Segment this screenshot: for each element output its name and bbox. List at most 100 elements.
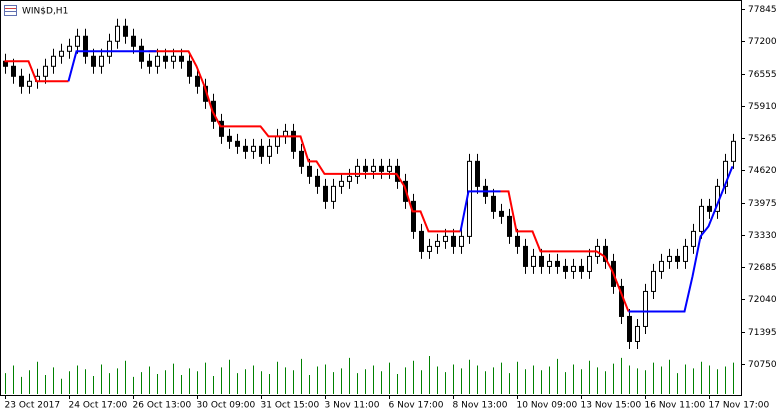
x-tick-label: 10 Nov 09:00 xyxy=(517,401,578,411)
candle-body xyxy=(451,235,456,247)
candle-body xyxy=(499,210,504,217)
candle-body xyxy=(107,40,112,57)
x-tick-label: 26 Oct 13:00 xyxy=(133,401,192,411)
candle-body xyxy=(267,145,272,157)
candle-body xyxy=(643,290,648,327)
candle-body xyxy=(667,255,672,262)
candle-body xyxy=(515,235,520,247)
candle-body xyxy=(675,255,680,262)
candle-body xyxy=(507,215,512,237)
candle-body xyxy=(99,55,104,67)
candle-body xyxy=(11,65,16,77)
candle-body xyxy=(555,260,560,267)
candle-body xyxy=(339,180,344,187)
icon-frame xyxy=(4,5,17,16)
candle-body xyxy=(171,55,176,62)
candle-body xyxy=(699,205,704,232)
candle-body xyxy=(227,135,232,142)
candle-body xyxy=(435,240,440,247)
indicator-line xyxy=(4,50,630,312)
x-tick-label: 31 Oct 15:00 xyxy=(261,401,320,411)
x-tick-label: 17 Nov 17:00 xyxy=(709,401,770,411)
candle-body xyxy=(707,205,712,212)
candle-body xyxy=(75,35,80,47)
candle-body xyxy=(251,145,256,152)
candle-body xyxy=(459,235,464,247)
candle-body xyxy=(347,175,352,182)
y-tick-label: 77845 xyxy=(748,5,777,15)
candle-body xyxy=(427,245,432,252)
candle-body xyxy=(275,135,280,147)
title-icon xyxy=(4,5,17,16)
candle-body xyxy=(603,245,608,262)
y-tick-label: 77200 xyxy=(748,37,777,47)
candle-body xyxy=(91,55,96,67)
x-tick-label: 8 Nov 13:00 xyxy=(453,401,508,411)
x-tick-label: 6 Nov 17:00 xyxy=(389,401,444,411)
candle-body xyxy=(147,60,152,67)
y-tick-label: 72685 xyxy=(748,263,777,273)
candle-body xyxy=(579,265,584,272)
y-tick-label: 75265 xyxy=(748,134,777,144)
candle-body xyxy=(683,245,688,262)
x-tick-label: 3 Nov 11:00 xyxy=(325,401,380,411)
candle-body xyxy=(259,145,264,157)
candle-body xyxy=(195,75,200,87)
candle-body xyxy=(571,265,576,272)
x-tick-label: 30 Oct 09:00 xyxy=(197,401,256,411)
candle-body xyxy=(651,270,656,292)
candle-body xyxy=(235,140,240,147)
candle-body xyxy=(491,195,496,212)
y-tick-label: 73330 xyxy=(748,231,777,241)
y-tick-label: 74620 xyxy=(748,166,777,176)
x-tick-label: 13 Nov 15:00 xyxy=(581,401,642,411)
candle-body xyxy=(563,265,568,272)
y-tick-label: 73975 xyxy=(748,199,777,209)
chart-title: WIN$D,H1 xyxy=(22,7,68,17)
candle-body xyxy=(475,160,480,187)
candle-body xyxy=(179,55,184,62)
candle-body xyxy=(59,50,64,57)
x-tick-label: 23 Oct 2017 xyxy=(5,401,61,411)
candle-body xyxy=(539,255,544,267)
y-tick-label: 72040 xyxy=(748,295,777,305)
candle-body xyxy=(659,260,664,272)
candle-body xyxy=(387,165,392,172)
y-tick-label: 76555 xyxy=(748,70,777,80)
candle-body xyxy=(243,145,248,152)
candle-body xyxy=(139,45,144,62)
y-tick-label: 75910 xyxy=(748,102,777,112)
candle-body xyxy=(163,55,168,62)
candle-body xyxy=(27,80,32,87)
candle-body xyxy=(307,165,312,177)
candle-body xyxy=(123,25,128,37)
candle-body xyxy=(587,255,592,272)
candle-body xyxy=(691,230,696,247)
candle-body xyxy=(331,185,336,202)
candle-body xyxy=(323,185,328,202)
candle-body xyxy=(523,245,528,267)
candle-body xyxy=(355,165,360,177)
candle-body xyxy=(131,35,136,47)
candle-body xyxy=(315,175,320,187)
candle-body xyxy=(627,315,632,342)
y-tick-label: 70750 xyxy=(748,360,777,370)
candle-body xyxy=(363,165,368,172)
candle-body xyxy=(67,45,72,52)
candle-body xyxy=(443,235,448,242)
x-tick-label: 24 Oct 17:00 xyxy=(69,401,128,411)
candle-body xyxy=(115,25,120,42)
candle-body xyxy=(51,55,56,67)
candle-body xyxy=(531,255,536,267)
candle-body xyxy=(379,165,384,172)
candle-body xyxy=(19,75,24,87)
candle-body xyxy=(731,140,736,162)
candle-body xyxy=(299,150,304,167)
candle-body xyxy=(419,230,424,252)
candle-body xyxy=(83,35,88,57)
candle-body xyxy=(547,260,552,267)
candle-body xyxy=(219,120,224,137)
